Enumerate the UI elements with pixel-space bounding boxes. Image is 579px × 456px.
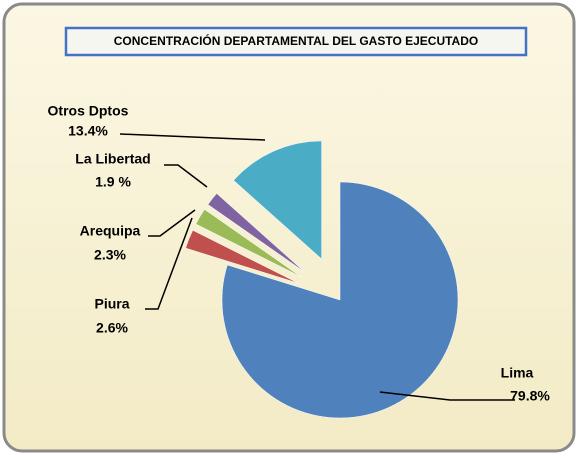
category-label: Piura bbox=[94, 296, 129, 312]
leader-line bbox=[379, 391, 515, 401]
value-label: 2.6% bbox=[96, 320, 128, 336]
category-label: Otros Dptos bbox=[48, 103, 129, 119]
value-label: 13.4% bbox=[68, 123, 108, 139]
leader-line bbox=[164, 164, 208, 188]
title-box bbox=[64, 26, 528, 57]
pie-slice bbox=[233, 140, 322, 260]
pie-slice bbox=[185, 229, 299, 284]
chart-title: CONCENTRACIÓN DEPARTAMENTAL DEL GASTO EJ… bbox=[114, 33, 478, 48]
leader-line bbox=[145, 217, 193, 310]
category-label: Arequipa bbox=[80, 223, 141, 239]
pie-slice bbox=[207, 193, 305, 273]
category-label: Lima bbox=[501, 365, 534, 381]
category-label: La Libertad bbox=[75, 151, 150, 167]
pie bbox=[185, 140, 459, 419]
value-label: 2.3% bbox=[94, 247, 126, 263]
leader-line bbox=[148, 209, 196, 237]
value-label: 79.8% bbox=[510, 388, 550, 404]
leader-line bbox=[119, 133, 266, 141]
pie-slice bbox=[195, 209, 302, 278]
value-label: 1.9 % bbox=[95, 174, 131, 190]
